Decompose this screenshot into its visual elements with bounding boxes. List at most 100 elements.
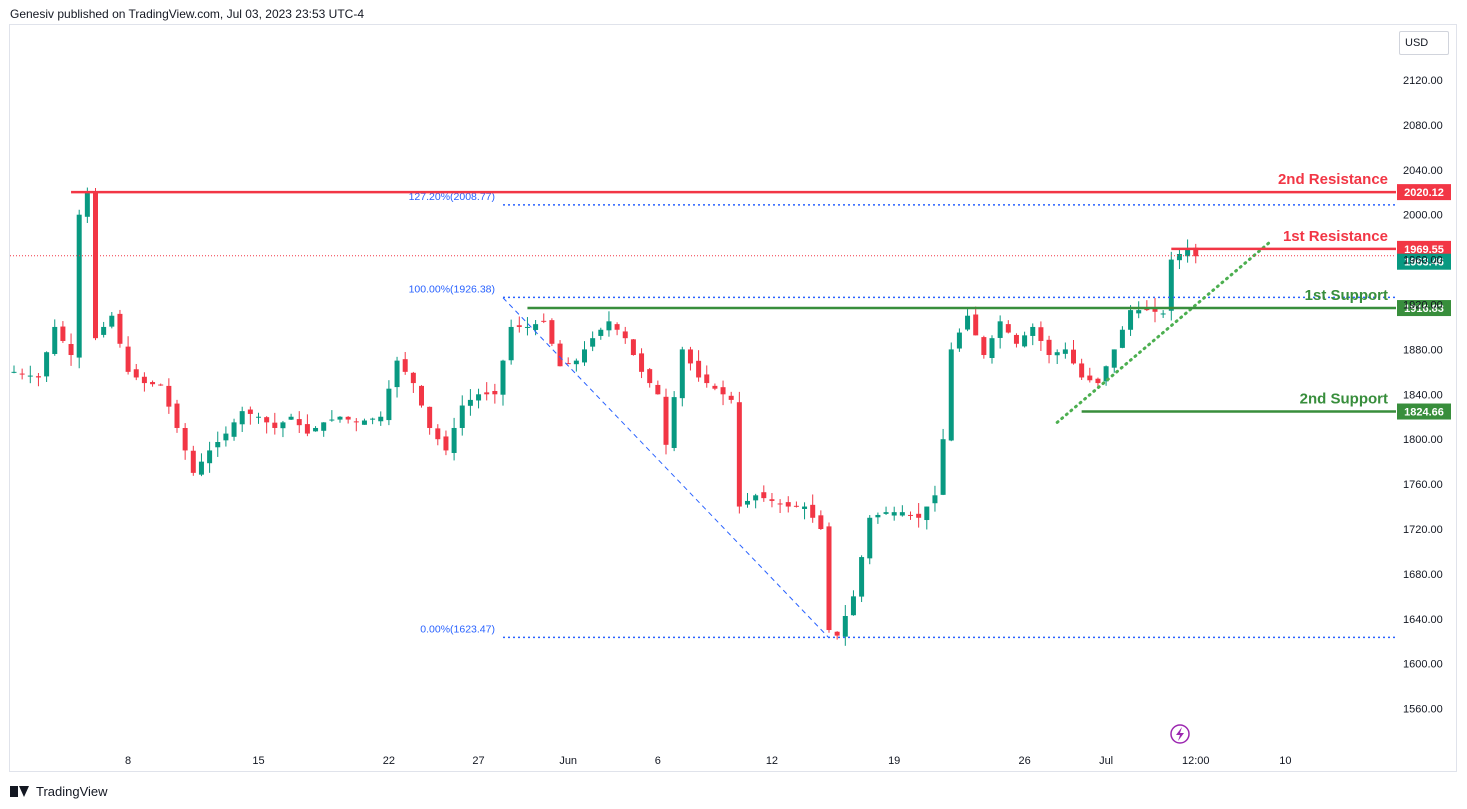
levels-layer: 2nd Resistance 2020.12 1st Resistance 1969.… — [71, 171, 1451, 420]
candle — [101, 321, 107, 338]
candle-body — [76, 214, 82, 358]
candle — [52, 319, 58, 356]
candle-body — [590, 338, 596, 347]
candle-body — [753, 495, 759, 501]
candle — [223, 426, 229, 447]
candle-body — [402, 359, 408, 372]
candle-body — [1176, 253, 1182, 261]
current-price-tag — [1397, 253, 1451, 270]
candle-body — [345, 416, 351, 420]
candle-body — [19, 373, 25, 375]
candle-body — [630, 339, 636, 356]
candle-body — [1136, 310, 1142, 314]
candle-body — [435, 428, 441, 440]
candle — [557, 340, 563, 367]
candle-body — [207, 450, 213, 464]
candle — [932, 485, 938, 512]
candle — [940, 428, 946, 496]
candle — [1030, 323, 1036, 346]
candle — [370, 417, 376, 425]
candle-body — [997, 321, 1003, 338]
candle — [785, 496, 791, 513]
candle — [264, 416, 270, 434]
candle — [908, 511, 913, 520]
candle — [467, 389, 473, 416]
fib-level-label: 0.00%(1623.47) — [420, 623, 495, 635]
current-price-value: 1963.46 — [1404, 257, 1444, 269]
candle-body — [948, 349, 954, 441]
price-tick-label: 1600.00 — [1403, 659, 1443, 671]
time-tick-label: Jul — [1099, 755, 1113, 767]
chart-frame — [9, 24, 1457, 772]
candle — [256, 412, 261, 424]
candle-body — [956, 332, 962, 349]
candle-body — [280, 422, 286, 429]
candle-body — [264, 417, 270, 423]
candle-body — [1013, 334, 1019, 344]
candle — [818, 510, 824, 530]
candle — [761, 485, 767, 502]
candle-body — [647, 369, 653, 384]
candle-body — [842, 615, 848, 637]
candle-body — [150, 382, 156, 385]
candle — [1062, 342, 1068, 359]
price-axis: 1560.00 1600.00 1640.00 1680.00 1720.00 1760.… — [1403, 75, 1443, 716]
candle-body — [679, 349, 685, 399]
candle — [117, 309, 123, 348]
level-price-value: 1824.66 — [1404, 407, 1444, 419]
candle — [777, 499, 783, 514]
candle — [671, 391, 677, 452]
candle — [288, 413, 294, 420]
price-tick-label: 1880.00 — [1403, 344, 1443, 356]
candle-body — [663, 396, 669, 445]
fib-drawing-line — [502, 297, 830, 639]
candle-body — [891, 512, 897, 516]
candle-body — [52, 326, 58, 354]
level-label: 1st Resistance — [1283, 228, 1388, 245]
candle-body — [924, 506, 930, 521]
candle — [981, 335, 987, 359]
candle — [875, 512, 881, 524]
candle — [663, 388, 669, 455]
time-tick-label: 26 — [1018, 755, 1030, 767]
candle — [296, 411, 302, 434]
candle — [353, 418, 359, 432]
candle-body — [313, 427, 319, 432]
candle-body — [84, 192, 90, 217]
candle-body — [117, 313, 123, 344]
candle-body — [370, 418, 376, 420]
candle-body — [810, 504, 816, 518]
candle — [345, 416, 351, 424]
candle — [1128, 305, 1134, 336]
candle-body — [916, 513, 922, 518]
price-tick-label: 1560.00 — [1403, 704, 1443, 716]
candle — [1087, 367, 1093, 383]
candle — [166, 378, 172, 414]
candle-body — [1111, 349, 1117, 368]
candle — [826, 522, 832, 633]
candle-body — [1062, 349, 1068, 354]
candle — [361, 418, 367, 425]
candle — [435, 424, 441, 446]
candle-body — [190, 450, 196, 473]
candle-body — [573, 360, 579, 365]
candle-body — [728, 395, 734, 400]
replay-icon[interactable] — [1170, 724, 1190, 744]
candle-body — [1087, 375, 1093, 381]
candle-body — [508, 326, 514, 361]
candle-body — [1079, 363, 1085, 378]
candle — [1046, 335, 1052, 364]
candle-body — [35, 376, 41, 378]
candle — [810, 494, 816, 523]
candle — [1054, 349, 1060, 365]
candle-body — [850, 596, 856, 616]
currency-selector[interactable]: USD — [1399, 31, 1449, 55]
candle-body — [11, 371, 17, 373]
candle — [533, 320, 539, 336]
candle — [753, 493, 759, 509]
candle-body — [231, 422, 237, 437]
candle — [76, 209, 82, 369]
candle-body — [981, 337, 987, 356]
candle — [989, 335, 995, 364]
